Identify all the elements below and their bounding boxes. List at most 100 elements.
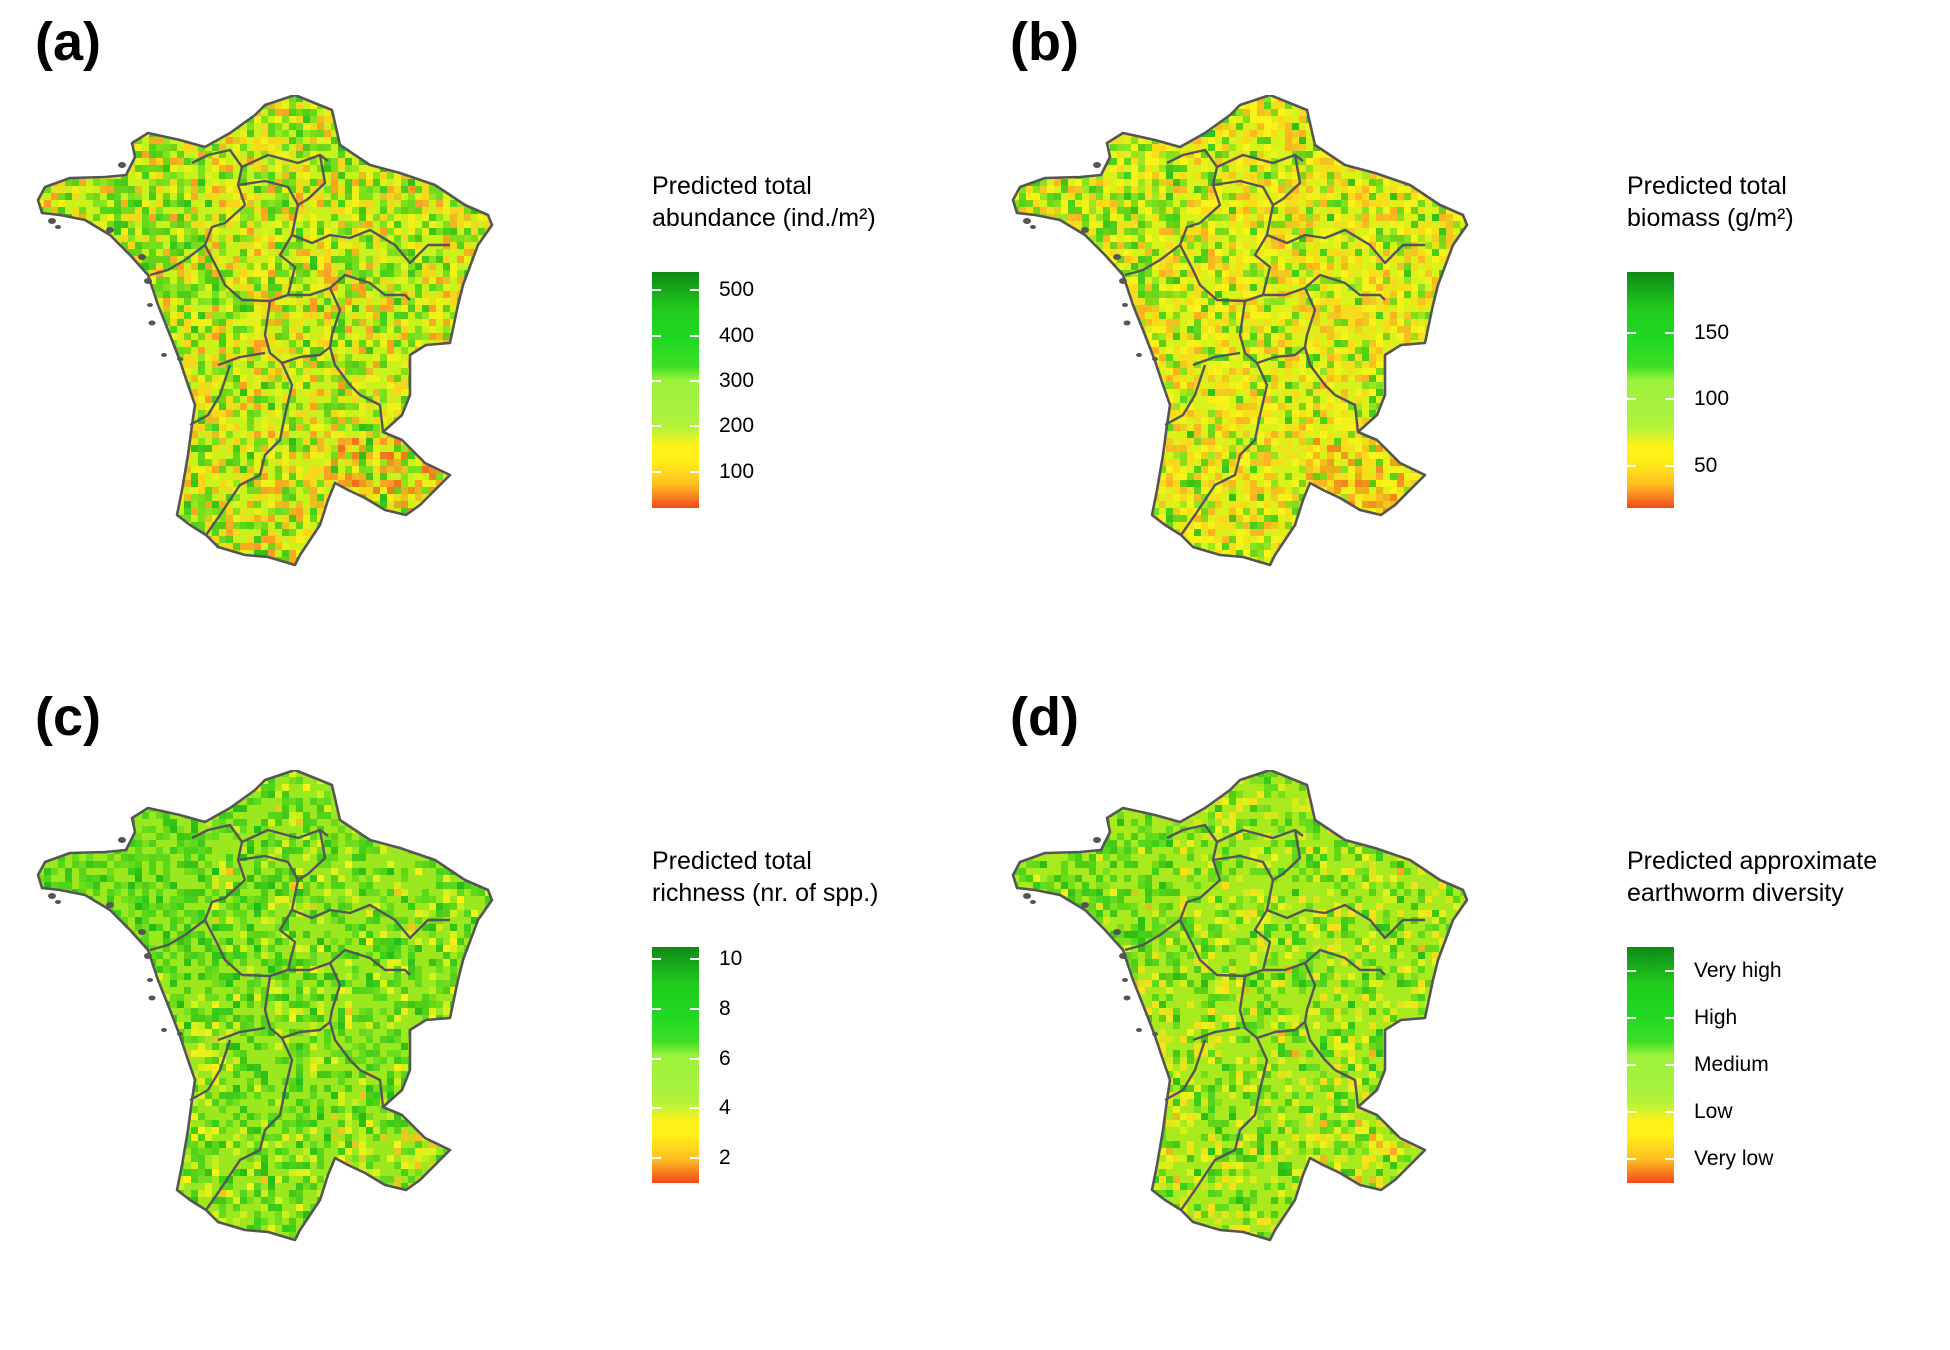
tick-label: 500 bbox=[719, 278, 755, 302]
tick-label: Very low bbox=[1694, 1147, 1774, 1171]
island bbox=[1113, 254, 1121, 260]
map-raster-texture bbox=[38, 95, 492, 565]
panel-d: (d) Predicted approximate earthworm dive… bbox=[975, 675, 1950, 1350]
legend-body: 10 8 6 4 2 bbox=[652, 947, 878, 1187]
france-map bbox=[36, 770, 494, 1242]
panel-a: (a) Predicted total abundance (ind./m²) … bbox=[0, 0, 975, 675]
tick-mark-left bbox=[1627, 398, 1636, 401]
tick-mark-right bbox=[690, 1157, 699, 1160]
tick-mark-right bbox=[1665, 1158, 1674, 1161]
panel-label: (d) bbox=[1010, 687, 1079, 747]
tick-label: 50 bbox=[1694, 453, 1718, 477]
island bbox=[1152, 1032, 1158, 1036]
island bbox=[144, 278, 152, 284]
island bbox=[1136, 353, 1142, 357]
island bbox=[1136, 1028, 1142, 1032]
tick-mark-right bbox=[690, 425, 699, 428]
legend-body: Very high High Medium Low Very low bbox=[1627, 947, 1877, 1187]
island bbox=[106, 902, 114, 908]
tick-label: Medium bbox=[1694, 1053, 1769, 1076]
legend-body: 150 100 50 bbox=[1627, 272, 1794, 512]
tick-mark-left bbox=[652, 1107, 661, 1110]
tick-mark-right bbox=[690, 379, 699, 382]
tick-mark-right bbox=[1665, 1016, 1674, 1019]
island bbox=[55, 900, 61, 904]
tick-mark-left bbox=[1627, 464, 1636, 467]
island bbox=[161, 1028, 167, 1032]
legend-title-line-2: earthworm diversity bbox=[1627, 879, 1844, 907]
island bbox=[1093, 837, 1101, 843]
legend: Predicted total biomass (g/m²) 150 100 50 bbox=[1627, 170, 1794, 512]
tick-mark-right bbox=[690, 334, 699, 337]
country-outline bbox=[36, 95, 494, 567]
tick-label: High bbox=[1694, 1005, 1738, 1029]
panel-c: (c) Predicted total richness (nr. of spp… bbox=[0, 675, 975, 1350]
tick-label: Very high bbox=[1694, 958, 1782, 982]
island bbox=[1152, 357, 1158, 361]
tick-label: 200 bbox=[719, 414, 755, 438]
island bbox=[48, 893, 56, 899]
tick-mark-right bbox=[690, 470, 699, 473]
tick-mark-right bbox=[690, 958, 699, 961]
island bbox=[138, 254, 146, 260]
region-borders bbox=[149, 823, 450, 1211]
panel-label: (c) bbox=[35, 687, 101, 747]
island bbox=[1030, 900, 1036, 904]
tick-mark-left bbox=[1627, 331, 1636, 334]
tick-mark-left bbox=[652, 379, 661, 382]
island bbox=[118, 837, 126, 843]
tick-label: 8 bbox=[719, 997, 731, 1021]
france-map bbox=[36, 95, 494, 567]
tick-mark-right bbox=[690, 1057, 699, 1060]
tick-mark-right bbox=[690, 1008, 699, 1011]
tick-mark-left bbox=[1627, 1016, 1636, 1019]
island bbox=[147, 303, 153, 307]
tick-mark-left bbox=[652, 289, 661, 292]
france-map bbox=[1011, 770, 1469, 1242]
island bbox=[1023, 218, 1031, 224]
island bbox=[1119, 953, 1127, 959]
island bbox=[48, 218, 56, 224]
tick-mark-left bbox=[1627, 1158, 1636, 1161]
tick-mark-right bbox=[1665, 969, 1674, 972]
island bbox=[55, 225, 61, 229]
legend-title-line-1: Predicted total bbox=[652, 172, 812, 200]
tick-label: 6 bbox=[719, 1046, 731, 1070]
island bbox=[148, 995, 156, 1001]
legend-title-line-1: Predicted total bbox=[652, 847, 812, 875]
tick-mark-left bbox=[652, 1157, 661, 1160]
island bbox=[177, 357, 183, 361]
legend-title-line-2: biomass (g/m²) bbox=[1627, 204, 1794, 232]
tick-label: 300 bbox=[719, 368, 755, 392]
map-raster-texture bbox=[1013, 95, 1467, 565]
country-outline bbox=[1011, 95, 1469, 567]
island bbox=[1113, 929, 1121, 935]
tick-mark-left bbox=[1627, 1064, 1636, 1066]
tick-mark-left bbox=[1627, 969, 1636, 972]
island bbox=[1122, 978, 1128, 982]
island bbox=[1081, 227, 1089, 233]
island bbox=[1122, 303, 1128, 307]
legend-title-line-1: Predicted total bbox=[1627, 172, 1787, 200]
tick-label: 2 bbox=[719, 1146, 731, 1170]
panel-label: (b) bbox=[1010, 12, 1079, 72]
tick-mark-right bbox=[690, 289, 699, 292]
tick-label: 400 bbox=[719, 323, 755, 347]
legend-title-line-2: abundance (ind./m²) bbox=[652, 204, 876, 232]
panel-b: (b) Predicted total biomass (g/m²) 150 10… bbox=[975, 0, 1950, 675]
island bbox=[1119, 278, 1127, 284]
tick-mark-right bbox=[1665, 1111, 1674, 1114]
france-map bbox=[1011, 95, 1469, 567]
panel-label: (a) bbox=[35, 12, 101, 72]
tick-mark-right bbox=[1665, 398, 1674, 401]
tick-mark-left bbox=[652, 334, 661, 337]
tick-mark-right bbox=[1665, 464, 1674, 467]
island bbox=[1030, 225, 1036, 229]
tick-mark-left bbox=[652, 425, 661, 428]
island bbox=[1093, 162, 1101, 168]
island bbox=[106, 227, 114, 233]
colorbar bbox=[652, 272, 699, 508]
island bbox=[1023, 893, 1031, 899]
legend: Predicted approximate earthworm diversit… bbox=[1627, 845, 1877, 1187]
tick-label: Low bbox=[1694, 1100, 1733, 1124]
